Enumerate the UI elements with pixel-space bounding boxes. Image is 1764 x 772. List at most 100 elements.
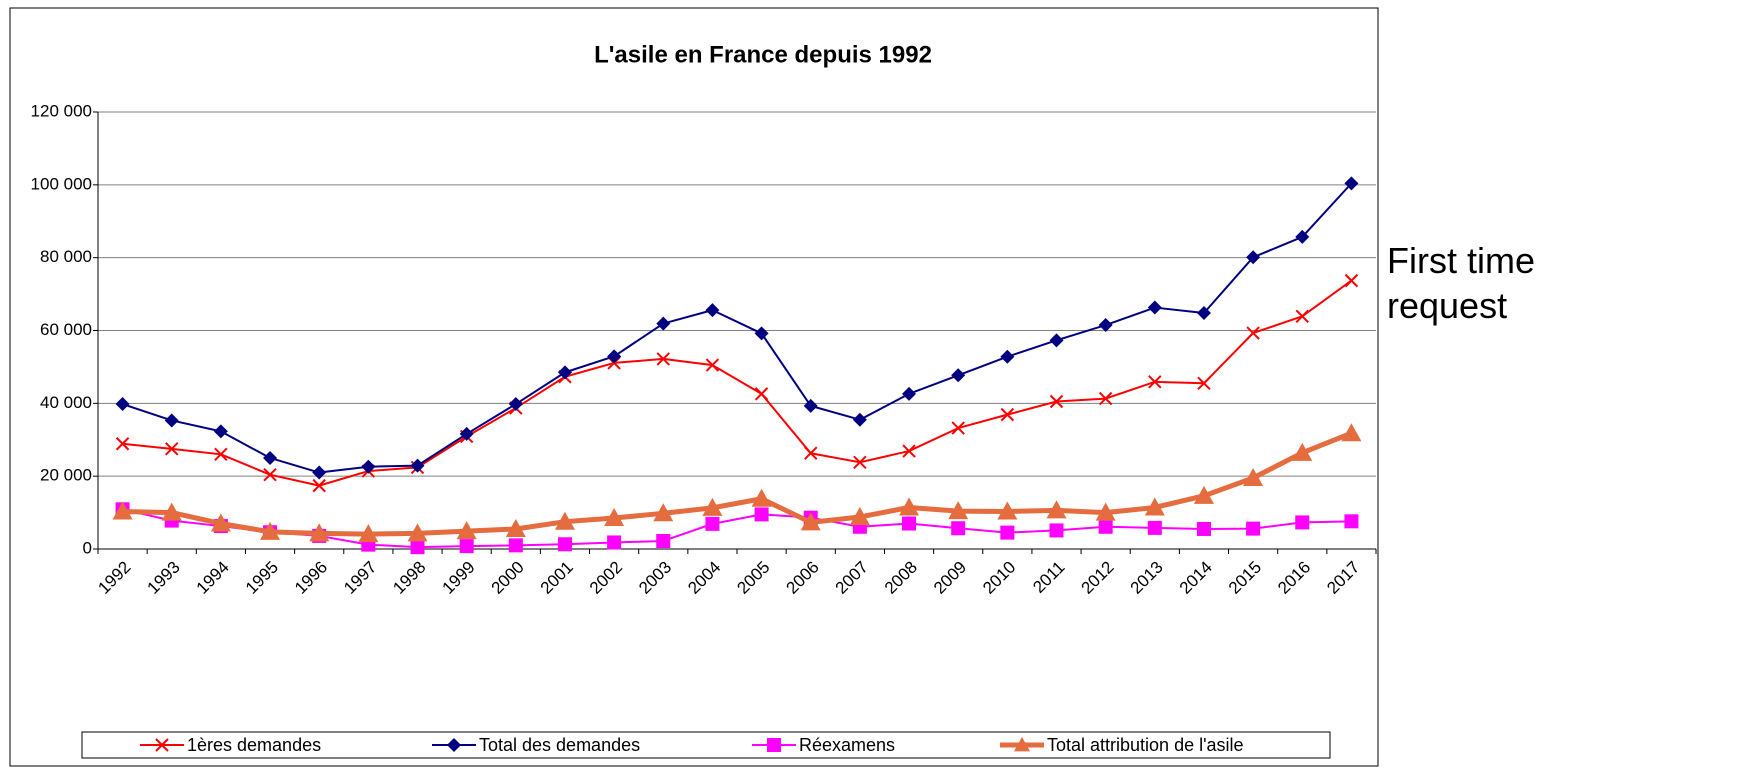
marker	[410, 540, 425, 555]
marker	[803, 398, 818, 413]
marker	[604, 508, 625, 527]
marker	[361, 459, 376, 474]
series-line	[122, 182, 1353, 474]
marker	[1246, 521, 1261, 536]
legend-marker	[447, 738, 461, 752]
marker	[164, 413, 179, 428]
marker	[1144, 497, 1165, 516]
marker	[948, 501, 969, 520]
marker	[263, 450, 278, 465]
y-tick-label: 100 000	[31, 174, 92, 193]
marker	[407, 523, 428, 542]
marker	[410, 458, 425, 473]
marker	[508, 538, 523, 553]
legend-marker	[155, 738, 169, 752]
marker	[1147, 300, 1162, 315]
marker	[853, 455, 867, 470]
marker	[1095, 502, 1116, 521]
marker	[557, 537, 572, 552]
x-tick-label: 2002	[586, 558, 626, 598]
x-tick-label: 2016	[1274, 558, 1314, 598]
marker	[459, 539, 474, 554]
y-tick-label: 40 000	[40, 393, 92, 412]
marker	[997, 501, 1018, 520]
marker	[213, 424, 228, 439]
y-tick-label: 20 000	[40, 466, 92, 485]
marker	[1148, 375, 1162, 389]
marker	[653, 503, 674, 522]
marker	[1098, 318, 1113, 333]
marker	[1196, 306, 1211, 321]
x-tick-label: 2001	[537, 558, 577, 598]
marker	[1147, 520, 1162, 535]
marker	[902, 516, 917, 531]
x-tick-label: 1994	[193, 558, 233, 598]
y-tick-label: 60 000	[40, 320, 92, 339]
marker	[705, 303, 720, 318]
marker	[751, 488, 772, 507]
marker	[1000, 525, 1015, 540]
y-tick-label: 80 000	[40, 247, 92, 266]
x-tick-label: 2011	[1029, 558, 1068, 597]
legend-label: Total des demandes	[479, 735, 640, 755]
marker	[115, 437, 130, 451]
x-tick-label: 1995	[242, 558, 282, 598]
marker	[358, 524, 379, 543]
marker	[951, 368, 966, 383]
marker	[260, 521, 281, 540]
marker	[456, 521, 477, 540]
x-tick-label: 2009	[930, 558, 970, 598]
marker	[210, 513, 231, 532]
marker	[705, 358, 720, 372]
series-line	[122, 508, 1352, 549]
marker	[161, 502, 182, 521]
x-tick-label: 1996	[291, 558, 331, 598]
x-tick-label: 1992	[94, 558, 134, 598]
x-tick-label: 2014	[1176, 558, 1216, 598]
legend-label: Total attribution de l'asile	[1047, 735, 1244, 755]
marker	[309, 523, 330, 542]
marker	[1295, 229, 1310, 244]
marker	[1197, 376, 1211, 391]
marker	[607, 535, 622, 550]
legend-label: 1ères demandes	[187, 735, 321, 755]
x-tick-label: 2010	[979, 558, 1019, 598]
marker	[557, 365, 572, 380]
marker	[656, 352, 670, 366]
marker	[1292, 442, 1313, 461]
marker	[852, 412, 867, 427]
marker	[1246, 250, 1261, 265]
marker	[754, 507, 769, 522]
x-tick-label: 2012	[1077, 558, 1117, 598]
x-tick-label: 1993	[144, 558, 184, 598]
marker	[902, 386, 917, 401]
marker	[1295, 515, 1310, 530]
marker	[1098, 519, 1113, 534]
marker	[1295, 309, 1309, 324]
marker	[1344, 273, 1359, 288]
marker	[899, 497, 920, 516]
marker	[1341, 423, 1362, 442]
marker	[951, 421, 965, 435]
x-tick-label: 1998	[389, 558, 429, 598]
marker	[951, 521, 966, 536]
marker	[1344, 176, 1359, 191]
x-tick-label: 2007	[832, 558, 872, 598]
marker	[1193, 485, 1214, 504]
marker	[702, 497, 723, 516]
marker	[112, 501, 133, 520]
marker	[505, 518, 526, 537]
marker	[1000, 407, 1015, 422]
marker	[1246, 326, 1260, 340]
x-tick-label: 2000	[488, 558, 528, 598]
chart-title: L'asile en France depuis 1992	[594, 41, 932, 68]
x-tick-label: 2015	[1225, 558, 1265, 598]
series-line	[122, 430, 1353, 537]
x-tick-label: 2013	[1127, 558, 1167, 598]
marker	[214, 447, 228, 462]
y-tick-label: 120 000	[31, 101, 92, 120]
x-tick-label: 2017	[1323, 558, 1363, 598]
marker	[165, 442, 179, 456]
x-tick-label: 2004	[684, 558, 724, 598]
